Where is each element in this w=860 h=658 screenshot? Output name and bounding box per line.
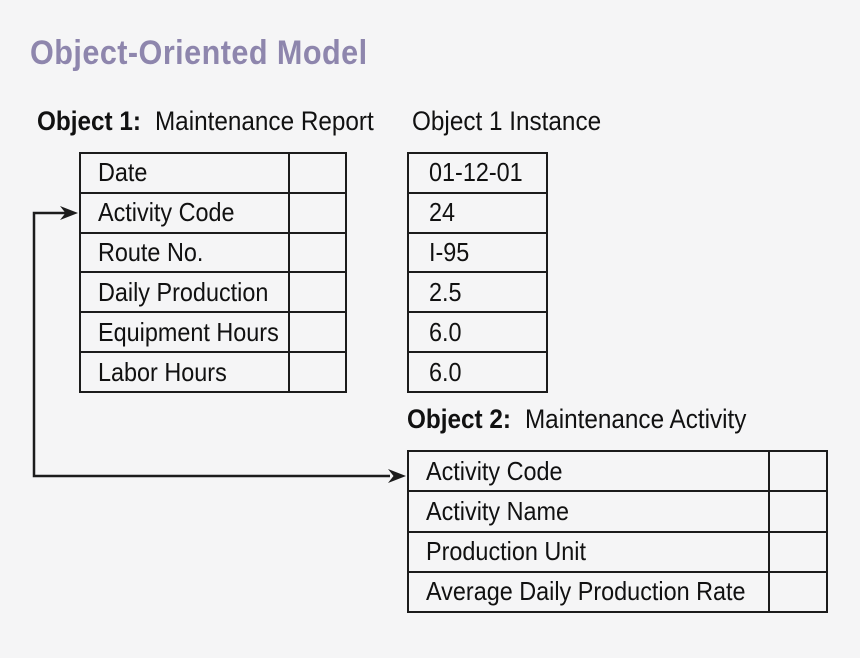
object1-label: Object 1: Maintenance Report: [37, 106, 411, 137]
attribute-cell: Route No.: [81, 233, 290, 272]
table-row: Equipment Hours: [81, 311, 345, 352]
attribute-label: Date: [98, 157, 148, 188]
instance-value-cell: 01-12-01: [409, 154, 546, 192]
attribute-cell: Activity Code: [409, 452, 770, 491]
attribute-cell: Equipment Hours: [81, 313, 290, 352]
attribute-cell: Activity Code: [81, 193, 290, 232]
page-title: Object-Oriented Model: [30, 34, 405, 73]
object1-table: Date Activity Code Route No. Daily Produ…: [79, 152, 347, 393]
table-row: Activity Code: [81, 191, 345, 232]
object2-label-name: Maintenance Activity: [524, 404, 747, 434]
attribute-label: Average Daily Production Rate: [426, 576, 746, 607]
page-title-text: Object-Oriented Model: [30, 34, 368, 72]
object1-label-name: Maintenance Report: [154, 106, 374, 136]
instance-value: 2.5: [429, 276, 462, 307]
instance-value: 6.0: [429, 356, 462, 387]
value-slot-cell: [770, 492, 826, 530]
instance-value-cell: 6.0: [409, 353, 546, 391]
value-slot-cell: [290, 194, 345, 232]
value-slot-cell: [290, 154, 345, 192]
object1-instance-label-text: Object 1 Instance: [412, 106, 602, 136]
attribute-label: Daily Production: [98, 276, 269, 307]
instance-value: 24: [429, 197, 456, 228]
attribute-cell: Production Unit: [409, 532, 770, 571]
attribute-label: Activity Code: [98, 197, 235, 228]
instance-value-cell: 2.5: [409, 273, 546, 311]
value-slot-cell: [290, 313, 345, 351]
attribute-cell: Average Daily Production Rate: [409, 572, 770, 611]
object2-label-line: Object 2: Maintenance Activity: [407, 404, 746, 435]
object1-instance-label: Object 1 Instance: [412, 106, 622, 137]
instance-value-cell: 6.0: [409, 313, 546, 351]
object2-label: Object 2: Maintenance Activity: [407, 404, 784, 435]
value-slot-cell: [290, 273, 345, 311]
table-row: I-95: [409, 231, 546, 272]
table-row: Daily Production: [81, 271, 345, 312]
value-slot-cell: [290, 234, 345, 272]
table-row: 6.0: [409, 351, 546, 391]
object1-label-line: Object 1: Maintenance Report: [37, 106, 374, 137]
value-slot-cell: [770, 533, 826, 571]
instance-value-cell: 24: [409, 194, 546, 232]
table-row: Activity Name: [409, 490, 826, 531]
table-row: 24: [409, 191, 546, 232]
attribute-label: Activity Name: [426, 495, 570, 526]
attribute-cell: Activity Name: [409, 492, 770, 531]
attribute-cell: Labor Hours: [81, 353, 290, 391]
attribute-label: Equipment Hours: [98, 316, 279, 347]
value-slot-cell: [770, 573, 826, 611]
attribute-label: Production Unit: [426, 536, 586, 567]
object2-table: Activity Code Activity Name Production U…: [407, 450, 828, 613]
attribute-cell: Date: [81, 154, 290, 192]
table-row: 01-12-01: [409, 154, 546, 192]
table-row: 6.0: [409, 311, 546, 351]
value-slot-cell: [770, 452, 826, 490]
object1-label-prefix: Object 1:: [37, 106, 141, 136]
table-row: 2.5: [409, 271, 546, 311]
attribute-cell: Daily Production: [81, 273, 290, 312]
attribute-label: Labor Hours: [98, 356, 227, 387]
instance-value: 6.0: [429, 316, 462, 347]
table-row: Date: [81, 154, 345, 192]
value-slot-cell: [290, 353, 345, 391]
table-row: Average Daily Production Rate: [409, 570, 826, 611]
instance-value: 01-12-01: [429, 157, 523, 188]
instance-value-cell: I-95: [409, 234, 546, 272]
object2-label-prefix: Object 2:: [407, 404, 511, 434]
instance-value: I-95: [429, 237, 470, 268]
table-row: Route No.: [81, 231, 345, 272]
table-row: Production Unit: [409, 530, 826, 571]
table-row: Labor Hours: [81, 351, 345, 391]
attribute-label: Route No.: [98, 237, 204, 268]
table-row: Activity Code: [409, 452, 826, 491]
attribute-label: Activity Code: [426, 455, 563, 486]
object1-instance-table: 01-12-01 24 I-95 2.5 6.0 6.0: [407, 152, 548, 393]
